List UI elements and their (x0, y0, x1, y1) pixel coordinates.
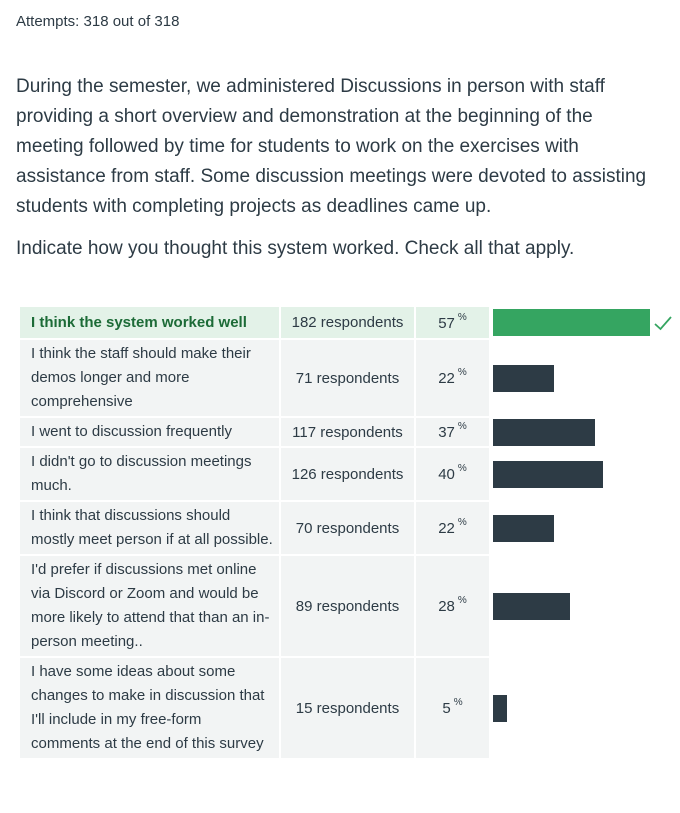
respondent-count: 89 respondents (281, 556, 414, 656)
answer-bar (493, 364, 554, 392)
answer-row: I'd prefer if discussions met online via… (20, 556, 653, 656)
question-text: During the semester, we administered Dis… (16, 72, 656, 276)
answer-bar (493, 592, 570, 620)
answer-bar (493, 694, 507, 722)
answer-bar-cell (491, 448, 653, 500)
answer-text: I'd prefer if discussions met online via… (20, 556, 279, 656)
answer-bar-cell (491, 418, 653, 446)
question-instruction: Indicate how you thought this system wor… (16, 238, 575, 259)
respondent-count: 70 respondents (281, 502, 414, 554)
attempts-count: Attempts: 318 out of 318 (16, 13, 180, 30)
answer-text: I think the system worked well (20, 307, 279, 338)
answer-row: I went to discussion frequently 117 resp… (20, 418, 653, 446)
respondent-count: 182 respondents (281, 307, 414, 338)
check-icon (654, 315, 672, 330)
respondent-count: 15 respondents (281, 658, 414, 758)
respondent-count: 71 respondents (281, 340, 414, 416)
answer-text: I think that discussions should mostly m… (20, 502, 279, 554)
answer-text: I have some ideas about some changes to … (20, 658, 279, 758)
answer-percent: 22% (416, 502, 489, 554)
answer-row: I think that discussions should mostly m… (20, 502, 653, 554)
answer-percent: 37% (416, 418, 489, 446)
respondent-count: 117 respondents (281, 418, 414, 446)
respondent-count: 126 respondents (281, 448, 414, 500)
answer-row: I didn't go to discussion meetings much.… (20, 448, 653, 500)
answer-bar (493, 418, 595, 446)
answer-bar (493, 514, 554, 542)
answer-text: I went to discussion frequently (20, 418, 279, 446)
answer-bar-cell (491, 502, 653, 554)
answer-bar-cell (491, 658, 653, 758)
answer-text: I think the staff should make their demo… (20, 340, 279, 416)
answer-row: I think the system worked well 182 respo… (20, 307, 672, 338)
answer-bar-cell (491, 556, 653, 656)
answer-results-table: I think the system worked well 182 respo… (18, 305, 672, 760)
answer-row: I have some ideas about some changes to … (20, 658, 653, 758)
answer-bar (493, 309, 650, 336)
question-paragraph: During the semester, we administered Dis… (16, 76, 647, 217)
answer-percent: 28% (416, 556, 489, 656)
answer-bar (493, 460, 603, 488)
answer-percent: 40% (416, 448, 489, 500)
answer-bar-cell (491, 340, 653, 416)
answer-percent: 5% (416, 658, 489, 758)
answer-percent: 22% (416, 340, 489, 416)
answer-text: I didn't go to discussion meetings much. (20, 448, 279, 500)
answer-row: I think the staff should make their demo… (20, 340, 653, 416)
answer-bar-cell (491, 307, 672, 338)
answer-percent: 57% (416, 307, 489, 338)
